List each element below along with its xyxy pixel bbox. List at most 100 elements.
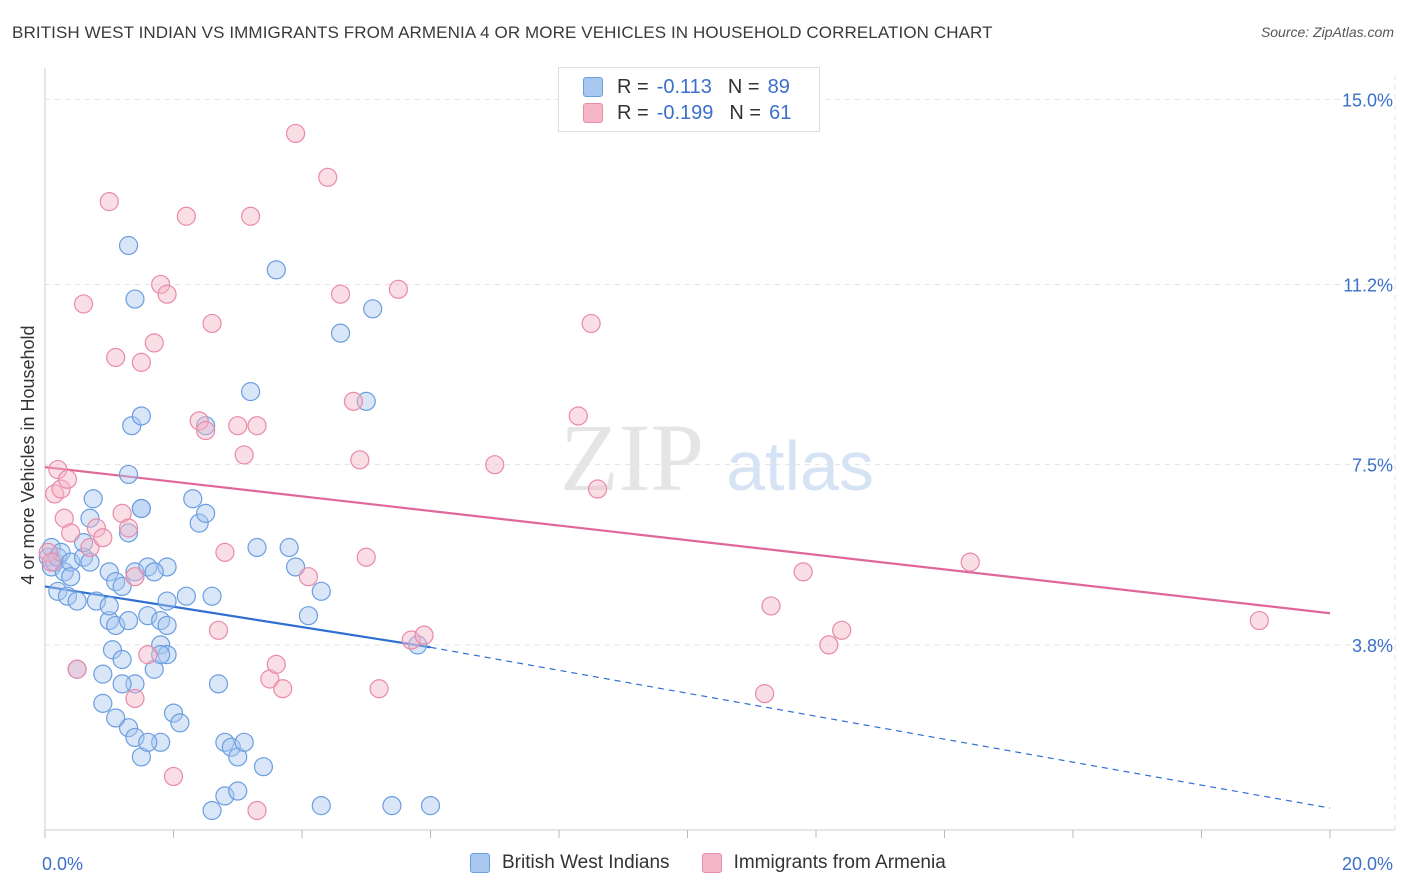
- point-bwi-40: [157, 645, 177, 665]
- point-bwi-27: [112, 576, 132, 597]
- point-bwi-83: [311, 796, 331, 816]
- point-arm-9: [73, 294, 94, 314]
- point-arm-37: [285, 123, 306, 144]
- source-credit: Source: ZipAtlas.com: [1260, 24, 1394, 40]
- point-bwi-49: [125, 289, 145, 309]
- point-arm-18: [131, 352, 151, 372]
- point-arm-49: [568, 406, 588, 426]
- point-arm-45: [388, 279, 408, 299]
- point-bwi-35: [138, 606, 158, 626]
- point-bwi-44: [125, 727, 145, 748]
- axes: [44, 68, 1395, 838]
- point-bwi-39: [151, 635, 171, 655]
- point-bwi-4: [48, 581, 68, 601]
- point-arm-59: [163, 766, 184, 787]
- point-bwi-74: [266, 260, 286, 280]
- point-arm-13: [99, 192, 119, 212]
- point-arm-17: [125, 567, 145, 587]
- series-legend: British West Indians Immigrants from Arm…: [470, 852, 978, 874]
- point-bwi-46: [138, 732, 158, 752]
- point-arm-51: [587, 479, 608, 499]
- legend-label-british-west-indians: British West Indians: [502, 852, 670, 873]
- series-british-west-indians: [38, 235, 441, 821]
- point-arm-8: [67, 659, 87, 679]
- point-bwi-80: [298, 606, 319, 626]
- n-value-blue: 89: [767, 75, 790, 98]
- point-arm-4: [51, 479, 71, 499]
- series-immigrants-from-armenia: [38, 123, 1269, 821]
- point-bwi-50: [122, 416, 142, 436]
- point-bwi-18: [86, 591, 107, 611]
- point-arm-25: [189, 411, 209, 431]
- legend-row-immigrants-from-armenia: R = -0.199 N = 61: [583, 100, 791, 126]
- point-arm-7: [61, 523, 81, 543]
- point-arm-24: [176, 206, 196, 226]
- point-arm-53: [761, 596, 781, 616]
- point-bwi-41: [157, 557, 177, 577]
- point-bwi-9: [61, 552, 81, 572]
- point-bwi-78: [215, 786, 235, 806]
- chart-title: BRITISH WEST INDIAN VS IMMIGRANTS FROM A…: [12, 23, 993, 42]
- point-arm-50: [581, 313, 601, 334]
- point-arm-33: [247, 416, 267, 436]
- legend-item-immigrants-from-armenia[interactable]: Immigrants from Armenia: [701, 852, 946, 874]
- x-tick-label-min: 0.0%: [42, 854, 83, 874]
- point-bwi-77: [202, 800, 222, 821]
- point-arm-56: [819, 635, 839, 655]
- tick-labels: 3.8% 7.5% 11.2% 15.0% 0.0% 20.0%: [42, 90, 1393, 874]
- point-bwi-68: [221, 737, 241, 757]
- point-bwi-54: [144, 562, 164, 582]
- r-label: R =: [617, 75, 649, 98]
- point-arm-60: [247, 800, 267, 821]
- point-arm-44: [369, 679, 389, 699]
- point-bwi-72: [247, 537, 267, 558]
- point-arm-58: [1249, 610, 1269, 631]
- point-bwi-79: [228, 781, 248, 801]
- point-bwi-71: [241, 382, 261, 402]
- point-bwi-11: [67, 591, 87, 611]
- point-arm-48: [485, 455, 505, 475]
- point-bwi-51: [131, 406, 151, 426]
- n-label: N =: [727, 75, 760, 98]
- point-bwi-29: [118, 610, 139, 631]
- point-arm-10: [80, 537, 100, 558]
- point-bwi-8: [57, 586, 78, 606]
- point-bwi-16: [83, 489, 103, 509]
- point-arm-54: [793, 562, 813, 582]
- correlation-legend: R = -0.113 N = 89 R = -0.199 N = 61: [558, 67, 820, 132]
- r-label: R =: [617, 101, 649, 124]
- point-bwi-60: [176, 586, 196, 606]
- point-bwi-64: [196, 503, 216, 523]
- point-arm-19: [138, 645, 158, 665]
- point-bwi-15: [80, 508, 100, 528]
- point-arm-27: [202, 313, 222, 334]
- blue-swatch: [470, 853, 490, 873]
- point-arm-39: [318, 167, 338, 187]
- point-bwi-48: [118, 235, 139, 256]
- point-arm-21: [151, 274, 171, 295]
- n-label: N =: [729, 101, 762, 124]
- point-bwi-59: [170, 713, 190, 733]
- point-arm-14: [106, 347, 126, 368]
- point-bwi-85: [363, 299, 383, 319]
- point-arm-20: [144, 333, 164, 353]
- point-arm-57: [960, 552, 980, 572]
- legend-label-immigrants-from-armenia: Immigrants from Armenia: [733, 852, 946, 873]
- n-value-pink: 61: [769, 101, 792, 124]
- point-bwi-28: [112, 649, 132, 670]
- point-arm-36: [273, 679, 293, 699]
- y-tick-label-3: 15.0%: [1342, 90, 1393, 110]
- y-tick-label-1: 7.5%: [1352, 456, 1393, 476]
- point-arm-28: [208, 620, 229, 640]
- point-bwi-42: [112, 674, 132, 694]
- point-bwi-23: [99, 596, 119, 616]
- point-bwi-81: [311, 581, 331, 601]
- legend-item-british-west-indians[interactable]: British West Indians: [470, 852, 670, 874]
- grid-lines: [45, 75, 1396, 830]
- point-arm-47: [414, 625, 434, 645]
- point-arm-43: [356, 547, 376, 567]
- point-arm-55: [832, 620, 852, 640]
- point-arm-42: [350, 450, 370, 470]
- point-arm-12: [93, 528, 113, 548]
